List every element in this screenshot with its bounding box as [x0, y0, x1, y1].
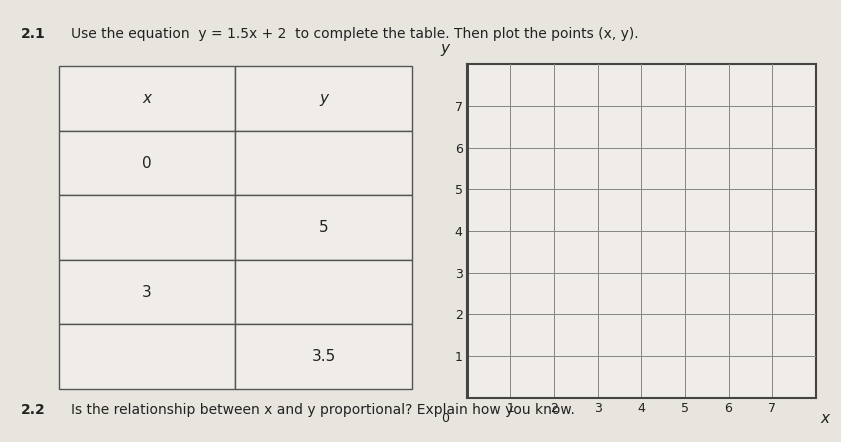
Text: y: y: [320, 91, 328, 106]
Text: x: x: [143, 91, 151, 106]
Text: 3: 3: [142, 285, 152, 300]
Bar: [235, 66, 412, 131]
Bar: [59, 66, 235, 131]
Text: 5: 5: [319, 220, 329, 235]
Bar: [59, 324, 235, 389]
Text: x: x: [820, 411, 829, 426]
Bar: [59, 260, 235, 324]
Text: 3.5: 3.5: [312, 349, 336, 364]
Text: Is the relationship between x and y proportional? Explain how you know.: Is the relationship between x and y prop…: [71, 404, 575, 417]
Bar: [235, 260, 412, 324]
Text: 0: 0: [142, 156, 152, 171]
Text: 2.2: 2.2: [21, 404, 45, 417]
Text: Use the equation  y = 1.5x + 2  to complete the table. Then plot the points (x, : Use the equation y = 1.5x + 2 to complet…: [71, 27, 639, 41]
Bar: [235, 324, 412, 389]
Text: y: y: [441, 41, 449, 56]
Bar: [59, 131, 235, 195]
Text: 0: 0: [441, 412, 449, 425]
Bar: [235, 195, 412, 260]
Bar: [235, 131, 412, 195]
Text: 2.1: 2.1: [21, 27, 45, 41]
Bar: [59, 195, 235, 260]
